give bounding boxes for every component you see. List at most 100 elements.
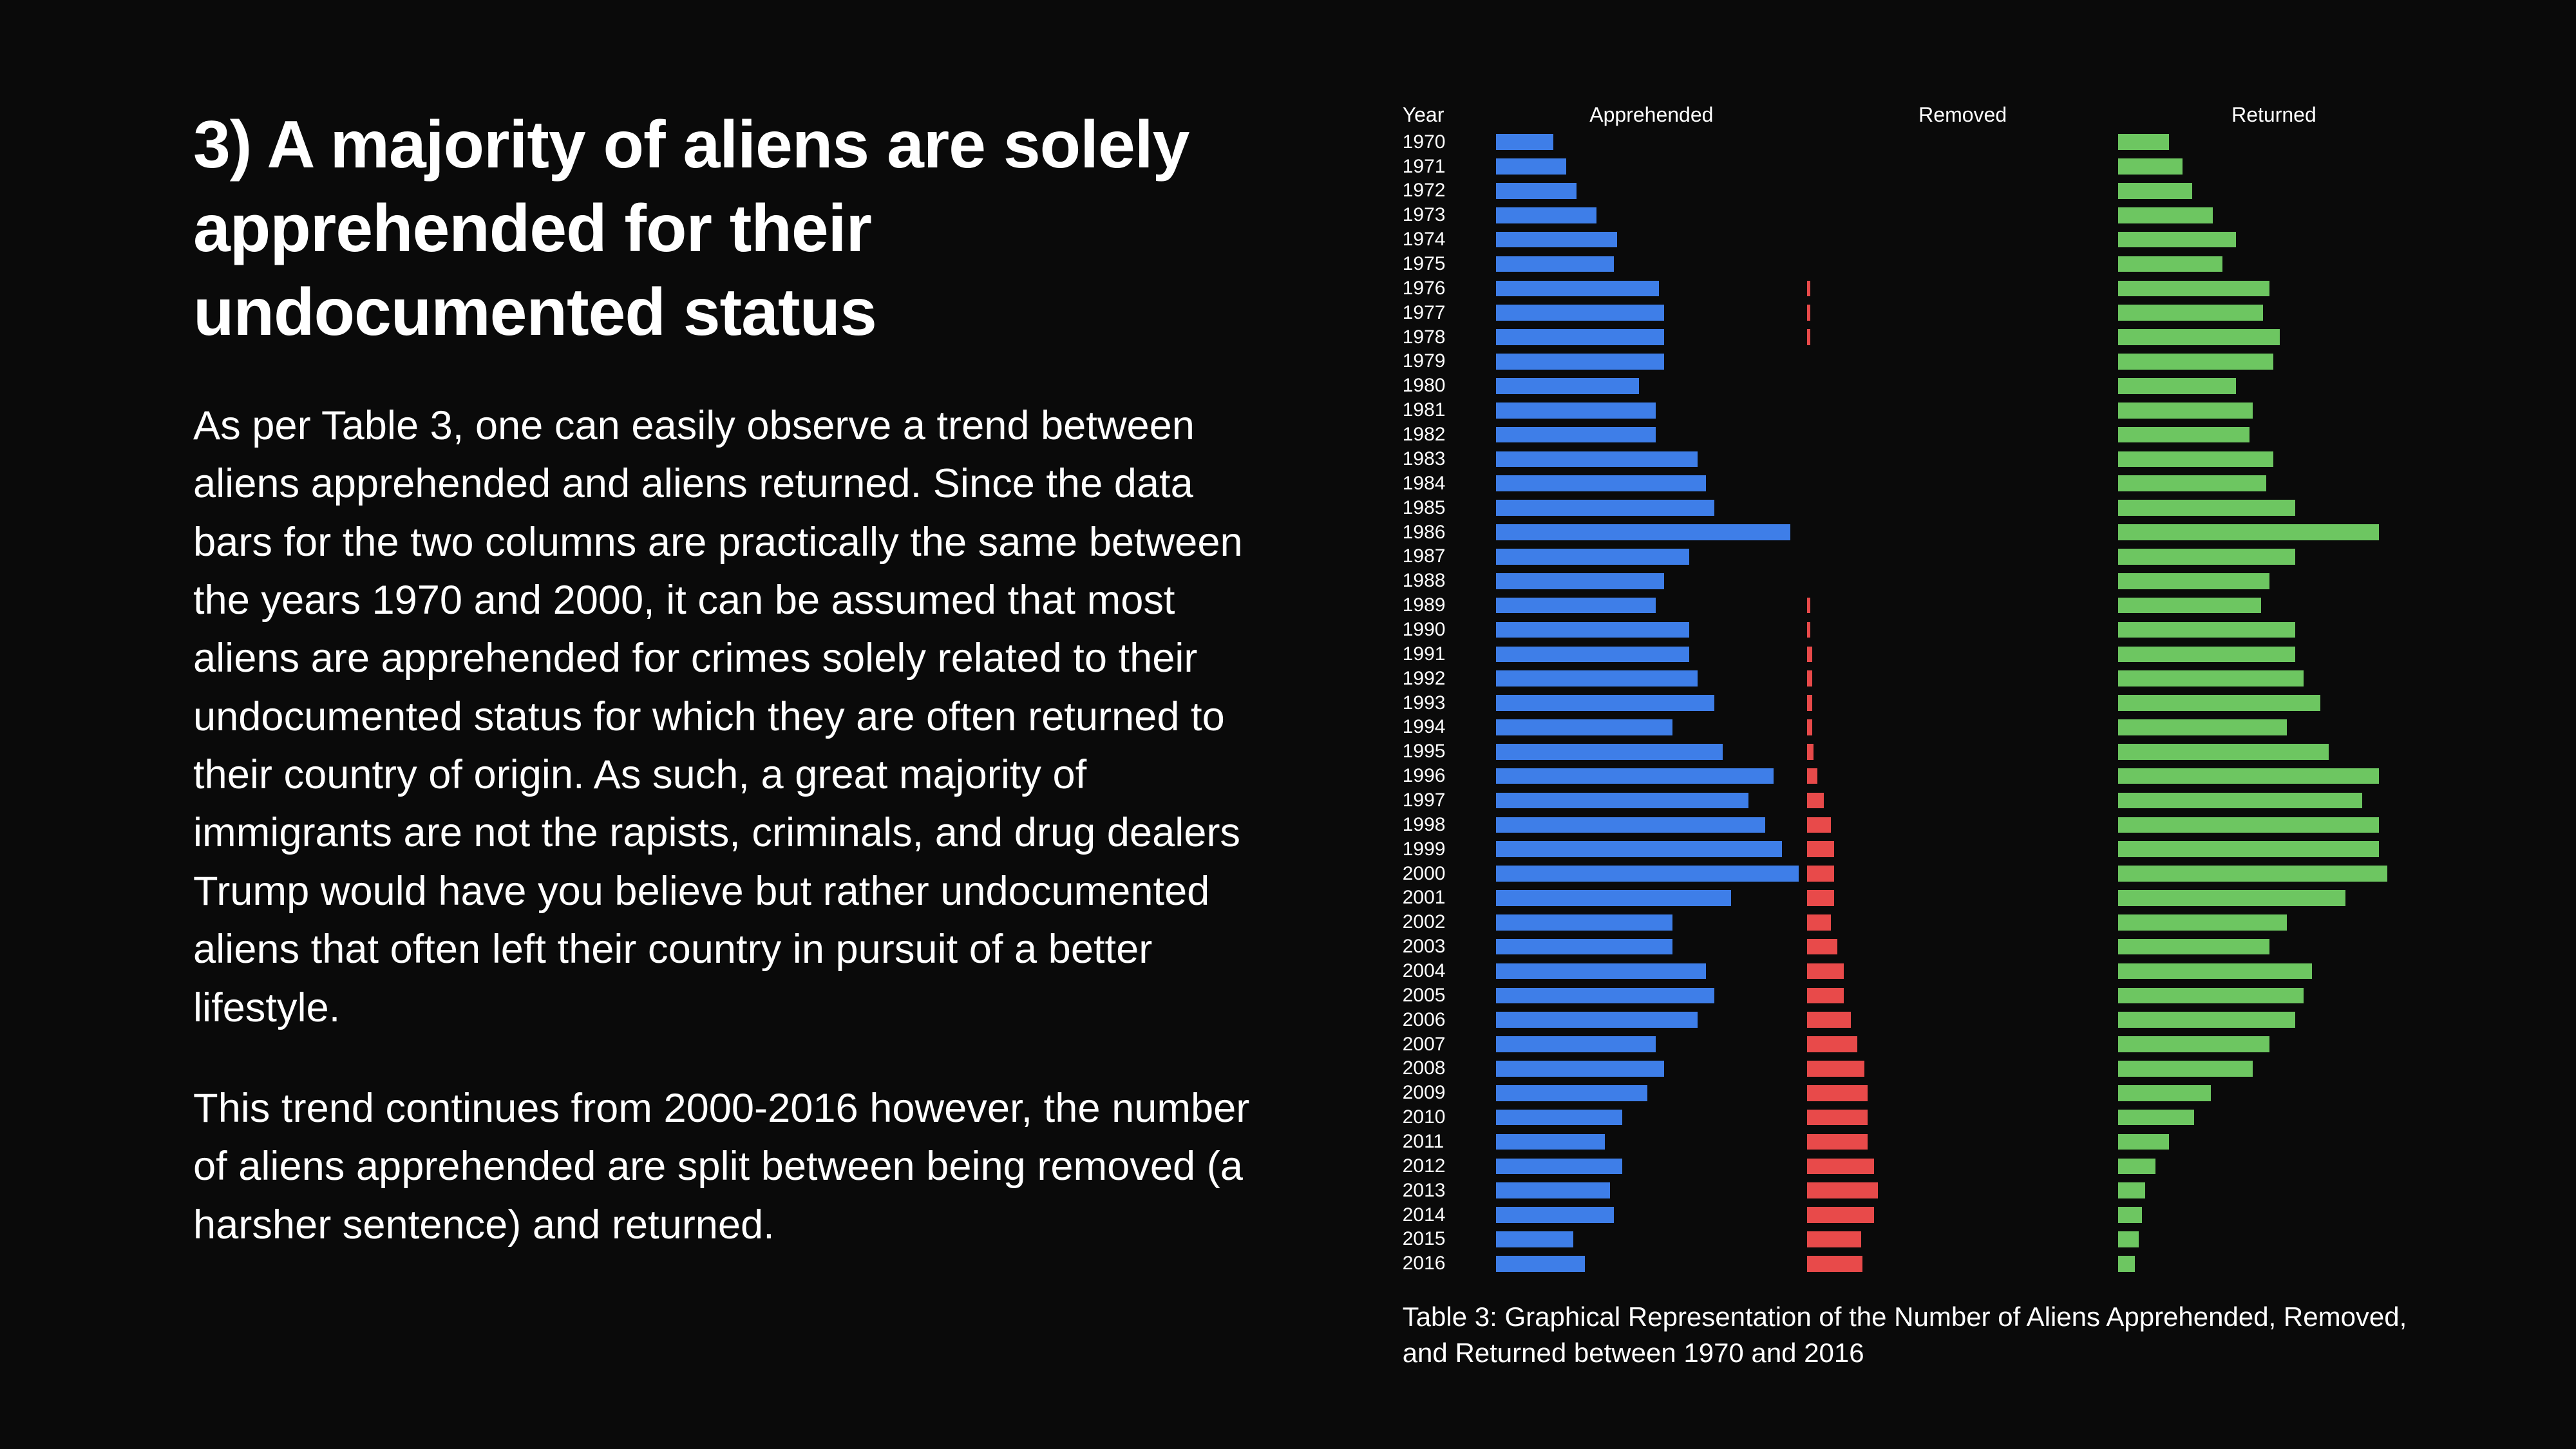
table-row: 1974 bbox=[1392, 227, 2430, 252]
year-label: 2007 bbox=[1392, 1034, 1496, 1056]
chart-table-3: Year Apprehended Removed Returned 197019… bbox=[1392, 103, 2430, 1276]
apprehended-bar bbox=[1496, 1256, 1585, 1272]
table-row: 1993 bbox=[1392, 691, 2430, 715]
table-row: 1970 bbox=[1392, 130, 2430, 155]
returned-cell bbox=[2118, 130, 2429, 155]
apprehended-bar bbox=[1496, 183, 1577, 199]
returned-cell bbox=[2118, 934, 2429, 959]
returned-bar bbox=[2118, 573, 2269, 589]
table-row: 1985 bbox=[1392, 496, 2430, 520]
returned-bar bbox=[2118, 1134, 2168, 1150]
returned-bar bbox=[2118, 963, 2311, 980]
returned-bar bbox=[2118, 670, 2303, 687]
removed-cell bbox=[1807, 788, 2118, 813]
removed-cell bbox=[1807, 715, 2118, 739]
removed-bar bbox=[1807, 1159, 1874, 1175]
returned-bar bbox=[2118, 890, 2345, 906]
returned-cell bbox=[2118, 618, 2429, 642]
table-row: 1984 bbox=[1392, 471, 2430, 496]
removed-cell bbox=[1807, 886, 2118, 910]
removed-cell bbox=[1807, 618, 2118, 642]
table-row: 1999 bbox=[1392, 837, 2430, 862]
removed-cell bbox=[1807, 739, 2118, 764]
apprehended-cell bbox=[1496, 422, 1807, 447]
apprehended-bar bbox=[1496, 232, 1617, 248]
returned-cell bbox=[2118, 691, 2429, 715]
removed-cell bbox=[1807, 276, 2118, 301]
table-row: 1972 bbox=[1392, 179, 2430, 204]
year-label: 2012 bbox=[1392, 1155, 1496, 1177]
removed-bar bbox=[1807, 914, 1831, 931]
removed-cell bbox=[1807, 983, 2118, 1008]
removed-bar bbox=[1807, 719, 1812, 735]
removed-bar bbox=[1807, 939, 1837, 955]
table-row: 1980 bbox=[1392, 374, 2430, 398]
header-apprehended: Apprehended bbox=[1496, 103, 1807, 127]
removed-cell bbox=[1807, 1081, 2118, 1105]
year-label: 1979 bbox=[1392, 350, 1496, 372]
table-row: 2016 bbox=[1392, 1251, 2430, 1276]
removed-cell bbox=[1807, 471, 2118, 496]
apprehended-bar bbox=[1496, 866, 1799, 882]
year-label: 2013 bbox=[1392, 1180, 1496, 1202]
table-row: 2009 bbox=[1392, 1081, 2430, 1105]
apprehended-bar bbox=[1496, 1182, 1611, 1198]
returned-cell bbox=[2118, 959, 2429, 983]
year-label: 1993 bbox=[1392, 692, 1496, 714]
returned-cell bbox=[2118, 227, 2429, 252]
apprehended-bar bbox=[1496, 598, 1656, 614]
year-label: 1996 bbox=[1392, 765, 1496, 787]
apprehended-cell bbox=[1496, 618, 1807, 642]
table-row: 1975 bbox=[1392, 252, 2430, 276]
returned-bar bbox=[2118, 1231, 2138, 1247]
year-label: 2009 bbox=[1392, 1082, 1496, 1104]
returned-bar bbox=[2118, 1182, 2145, 1198]
removed-cell bbox=[1807, 520, 2118, 545]
apprehended-bar bbox=[1496, 305, 1664, 321]
page-title: 3) A majority of aliens are solely appre… bbox=[193, 103, 1254, 354]
returned-cell bbox=[2118, 788, 2429, 813]
right-column: Year Apprehended Removed Returned 197019… bbox=[1346, 103, 2499, 1372]
returned-cell bbox=[2118, 642, 2429, 667]
returned-cell bbox=[2118, 813, 2429, 837]
returned-bar bbox=[2118, 475, 2266, 491]
returned-bar bbox=[2118, 232, 2236, 248]
returned-bar bbox=[2118, 647, 2295, 663]
year-label: 2011 bbox=[1392, 1131, 1496, 1153]
apprehended-bar bbox=[1496, 207, 1597, 223]
left-column: 3) A majority of aliens are solely appre… bbox=[193, 103, 1346, 1372]
table-row: 2003 bbox=[1392, 934, 2430, 959]
apprehended-cell bbox=[1496, 496, 1807, 520]
removed-bar bbox=[1807, 647, 1812, 663]
removed-bar bbox=[1807, 305, 1810, 321]
apprehended-cell bbox=[1496, 1154, 1807, 1179]
year-label: 2010 bbox=[1392, 1106, 1496, 1128]
removed-bar bbox=[1807, 1231, 1861, 1247]
returned-bar bbox=[2118, 817, 2379, 833]
returned-bar bbox=[2118, 305, 2263, 321]
returned-cell bbox=[2118, 179, 2429, 204]
removed-bar bbox=[1807, 841, 1834, 857]
year-label: 1983 bbox=[1392, 448, 1496, 470]
apprehended-bar bbox=[1496, 939, 1672, 955]
slide-page: 3) A majority of aliens are solely appre… bbox=[0, 0, 2576, 1449]
removed-bar bbox=[1807, 329, 1810, 345]
returned-cell bbox=[2118, 471, 2429, 496]
removed-cell bbox=[1807, 1105, 2118, 1130]
removed-bar bbox=[1807, 1256, 1862, 1272]
removed-bar bbox=[1807, 817, 1831, 833]
returned-bar bbox=[2118, 914, 2286, 931]
apprehended-bar bbox=[1496, 500, 1715, 516]
year-label: 2014 bbox=[1392, 1204, 1496, 1226]
returned-cell bbox=[2118, 1130, 2429, 1154]
removed-bar bbox=[1807, 1036, 1857, 1052]
returned-bar bbox=[2118, 1061, 2253, 1077]
apprehended-bar bbox=[1496, 988, 1715, 1004]
header-returned: Returned bbox=[2118, 103, 2429, 127]
removed-bar bbox=[1807, 1182, 1878, 1198]
apprehended-cell bbox=[1496, 374, 1807, 398]
apprehended-cell bbox=[1496, 862, 1807, 886]
returned-cell bbox=[2118, 1105, 2429, 1130]
removed-bar bbox=[1807, 1085, 1868, 1101]
apprehended-cell bbox=[1496, 788, 1807, 813]
